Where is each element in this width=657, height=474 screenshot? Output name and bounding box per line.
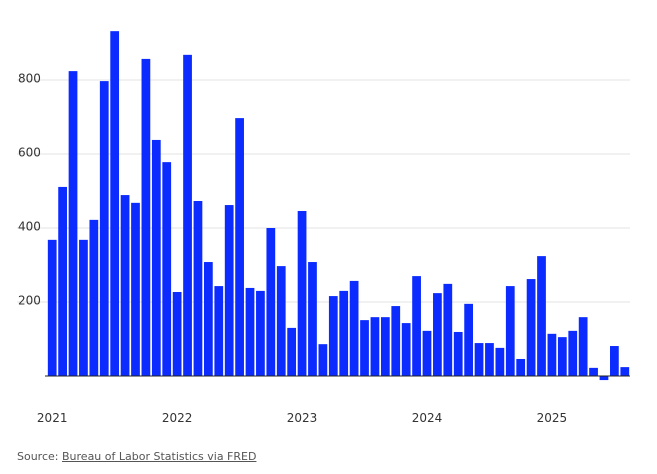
bar — [235, 118, 244, 377]
y-tick-label: 200 — [18, 294, 41, 308]
bar — [99, 81, 109, 377]
page: 200 400 600 800 2021 2022 2023 2024 2025 Source:… — [17, 31, 630, 463]
bar — [339, 290, 349, 376]
bar — [391, 306, 401, 376]
bar — [453, 331, 463, 376]
bar — [245, 287, 255, 376]
bar — [308, 262, 317, 376]
bar — [131, 202, 140, 376]
bar — [349, 280, 359, 376]
bar — [256, 290, 265, 376]
x-tick-label: 2024 — [412, 411, 443, 425]
y-tick-label: 400 — [18, 220, 41, 234]
bar — [599, 376, 609, 381]
bar — [203, 262, 213, 376]
chart: 200 400 600 800 2021 2022 2023 2024 2025 — [17, 31, 630, 425]
bar — [526, 279, 536, 376]
x-tick-label: 2021 — [37, 411, 68, 425]
bar — [360, 320, 369, 376]
bar — [318, 344, 328, 376]
bar — [151, 139, 161, 376]
bar — [422, 330, 432, 376]
bar — [433, 293, 442, 376]
bar — [516, 358, 526, 376]
bar — [110, 31, 120, 376]
bar — [495, 347, 505, 376]
bar — [89, 219, 99, 376]
y-tick-label: 600 — [18, 146, 41, 160]
source-label: Source: — [17, 450, 59, 463]
bar — [183, 54, 192, 377]
bar — [287, 327, 297, 376]
bar — [485, 343, 494, 376]
bar — [620, 367, 630, 376]
x-tick-label: 2022 — [162, 411, 193, 425]
bar — [547, 333, 557, 376]
bar — [141, 58, 151, 376]
bar — [120, 195, 130, 376]
bar — [505, 286, 515, 376]
x-tick-label: 2023 — [287, 411, 318, 425]
bar — [557, 337, 567, 376]
bar — [401, 323, 411, 376]
bar — [589, 367, 598, 376]
bar — [172, 292, 182, 376]
bar — [193, 200, 203, 376]
bar — [370, 317, 380, 376]
bar — [610, 346, 619, 376]
bar — [266, 228, 276, 376]
bar — [443, 283, 453, 376]
bar — [224, 205, 234, 376]
bar — [297, 210, 307, 376]
source: Source: Bureau of Labor Statistics via F… — [17, 450, 256, 463]
bar — [474, 343, 484, 376]
source-link[interactable]: Bureau of Labor Statistics via FRED — [62, 450, 257, 463]
bar — [214, 286, 224, 376]
x-tick-label: 2025 — [537, 411, 568, 425]
bar — [47, 239, 57, 376]
bar — [276, 266, 286, 376]
bar — [68, 71, 78, 377]
bar — [380, 317, 390, 376]
bar — [79, 239, 88, 376]
bar — [568, 330, 578, 376]
y-tick-label: 800 — [18, 72, 41, 86]
bar — [578, 317, 588, 376]
bar — [537, 256, 546, 376]
bar — [162, 162, 172, 376]
bar — [412, 276, 421, 376]
bar — [328, 296, 338, 376]
bar — [58, 186, 67, 376]
bar — [464, 303, 474, 376]
